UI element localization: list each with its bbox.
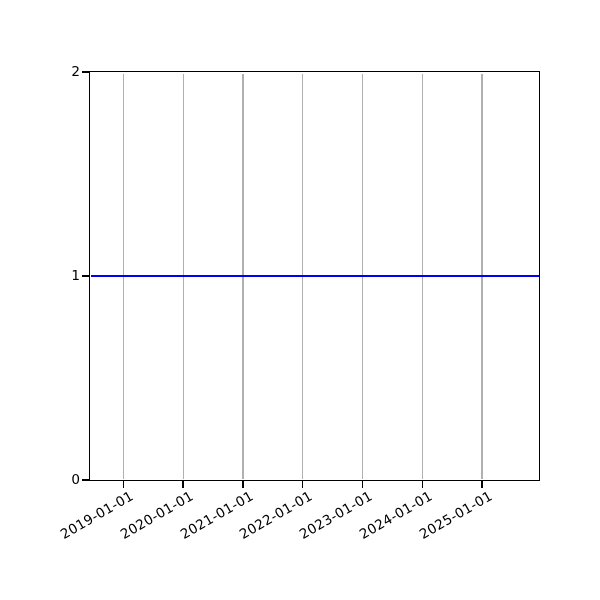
- x-tick-mark: [182, 481, 184, 488]
- x-tick-mark: [481, 481, 483, 488]
- plot-area: [89, 71, 540, 481]
- x-tick-mark: [242, 481, 244, 488]
- y-tick-label: 0: [71, 471, 80, 488]
- y-tick-label: 1: [71, 267, 80, 284]
- data-line: [90, 274, 539, 278]
- x-tick-mark: [361, 481, 364, 488]
- y-tick-mark: [82, 71, 89, 73]
- x-tick-mark: [421, 481, 423, 488]
- y-tick-label: 2: [71, 63, 80, 80]
- x-tick-mark: [122, 481, 125, 488]
- y-tick-mark: [82, 275, 89, 277]
- y-tick-mark: [82, 479, 89, 481]
- x-tick-mark: [301, 481, 304, 488]
